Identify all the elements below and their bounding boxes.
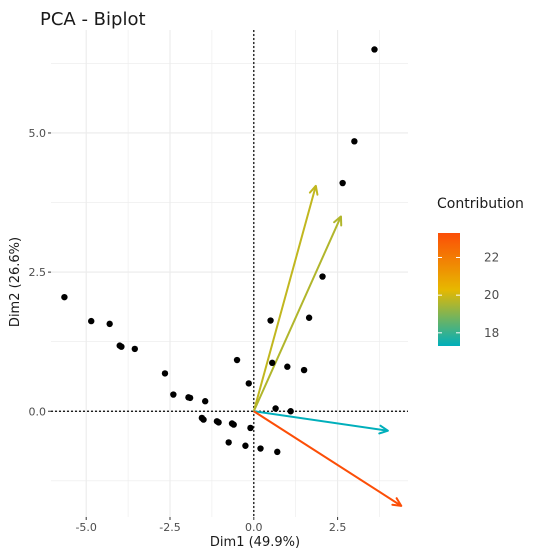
data-point bbox=[371, 46, 378, 53]
data-point bbox=[200, 416, 207, 423]
data-point bbox=[106, 320, 113, 328]
x-tick-label: -5.0 bbox=[75, 521, 96, 534]
chart-title: PCA - Biplot bbox=[40, 9, 146, 30]
data-point bbox=[319, 273, 326, 280]
legend: Contribution 18 20 22 bbox=[437, 196, 524, 346]
data-point bbox=[272, 405, 279, 412]
data-point bbox=[269, 359, 276, 367]
data-point bbox=[118, 343, 125, 350]
data-point bbox=[131, 345, 139, 353]
data-point bbox=[170, 391, 177, 398]
variable-arrow bbox=[253, 410, 389, 432]
variable-arrow-head bbox=[391, 497, 403, 507]
x-axis-ticks: -5.0 -2.5 0.0 2.5 bbox=[75, 517, 346, 534]
y-tick-label: 0.0 bbox=[29, 405, 47, 418]
data-point bbox=[215, 419, 222, 426]
variable-arrow-head bbox=[308, 184, 319, 196]
variable-arrow bbox=[252, 185, 317, 412]
legend-tick-label: 18 bbox=[484, 326, 499, 340]
legend-ticks: 18 20 22 bbox=[438, 250, 499, 340]
data-point bbox=[300, 366, 308, 374]
legend-title: Contribution bbox=[437, 196, 524, 212]
data-point bbox=[274, 448, 281, 456]
grid bbox=[51, 30, 408, 517]
individual-points bbox=[61, 46, 378, 456]
y-axis-ticks: 0.0 2.5 5.0 bbox=[29, 127, 51, 418]
data-point bbox=[225, 439, 232, 446]
x-tick-label: 0.0 bbox=[245, 521, 263, 534]
reference-lines bbox=[51, 30, 408, 517]
data-point bbox=[287, 408, 294, 415]
data-point bbox=[257, 445, 264, 452]
variable-arrow bbox=[253, 410, 402, 507]
data-point bbox=[233, 356, 241, 364]
data-point bbox=[284, 363, 291, 370]
data-point bbox=[161, 370, 169, 377]
x-tick-label: 2.5 bbox=[329, 521, 347, 534]
variable-arrow-head bbox=[378, 424, 389, 435]
y-tick-label: 5.0 bbox=[29, 127, 47, 140]
y-tick-label: 2.5 bbox=[29, 266, 47, 279]
data-point bbox=[339, 179, 346, 187]
x-tick-label: -2.5 bbox=[159, 521, 180, 534]
data-point bbox=[267, 317, 274, 324]
data-point bbox=[186, 394, 194, 402]
data-point bbox=[61, 293, 68, 301]
data-point bbox=[242, 442, 249, 449]
y-axis-title: Dim2 (26.6%) bbox=[8, 237, 23, 327]
data-point bbox=[201, 398, 209, 405]
variable-arrow bbox=[252, 216, 342, 412]
data-point bbox=[247, 424, 254, 432]
data-point bbox=[245, 380, 252, 387]
data-point bbox=[88, 317, 95, 325]
legend-colorbar bbox=[438, 233, 460, 346]
data-point bbox=[230, 421, 237, 428]
legend-tick-label: 22 bbox=[484, 250, 499, 264]
legend-tick-label: 20 bbox=[484, 288, 499, 302]
x-axis-title: Dim1 (49.9%) bbox=[210, 535, 300, 550]
data-point bbox=[351, 138, 358, 145]
data-point bbox=[305, 314, 313, 321]
variable-arrows bbox=[252, 184, 403, 507]
variable-arrow-head bbox=[333, 215, 343, 227]
